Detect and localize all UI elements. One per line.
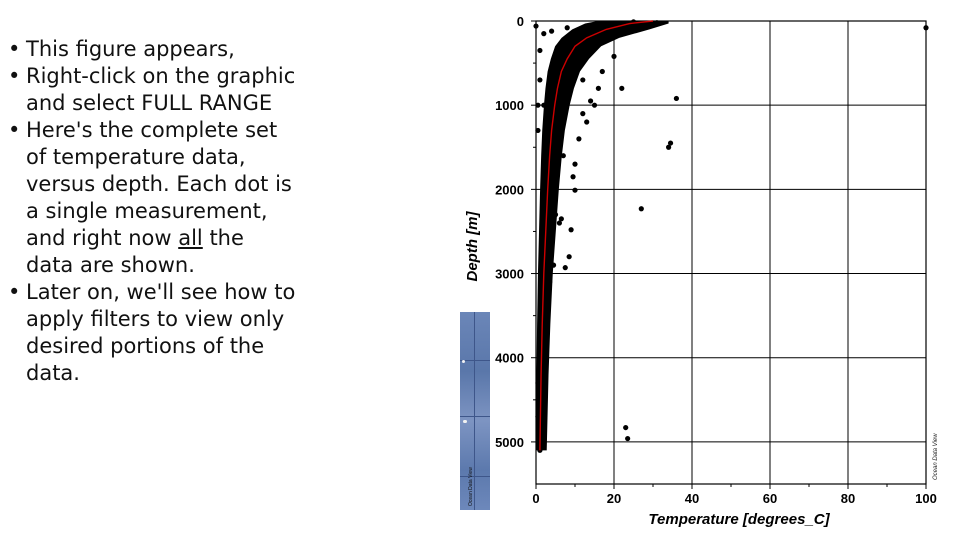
data-point: [564, 25, 570, 31]
x-axis-title: Temperature [degrees_C]: [648, 511, 830, 528]
map-thumbnail: Ocean Data View: [460, 312, 490, 510]
data-point: [599, 68, 605, 75]
bullet-text: the data are shown.: [26, 226, 244, 277]
mean-profile-path: [539, 20, 654, 451]
data-point: [611, 53, 617, 59]
data-band-outer: [536, 21, 669, 451]
bullet-item: Later on, we'll see how to apply filters…: [6, 279, 296, 387]
data-point: [584, 119, 590, 125]
y-tick-label: 0: [517, 14, 524, 29]
x-tick-label: 100: [915, 491, 937, 506]
bullet-list: This figure appears, Right-click on the g…: [6, 36, 296, 387]
data-point: [619, 85, 625, 91]
bullet-item: Here's the complete set of temperature d…: [6, 117, 296, 279]
data-density-band: [536, 21, 669, 451]
x-tick-label: 60: [763, 491, 777, 506]
underlined-text: all: [178, 226, 203, 250]
data-point: [545, 302, 551, 309]
x-tick-label: 40: [685, 491, 699, 506]
data-point: [576, 136, 582, 142]
data-point: [580, 111, 586, 117]
data-point: [535, 102, 541, 108]
data-point: [550, 262, 557, 268]
data-point: [543, 307, 549, 314]
data-point: [536, 439, 542, 445]
data-point: [666, 144, 672, 150]
data-point: [603, 22, 609, 28]
data-point: [541, 355, 547, 361]
data-point: [588, 98, 594, 104]
plot-frame: [535, 20, 927, 485]
bullet-item: This figure appears,: [6, 36, 296, 63]
data-point: [535, 127, 541, 134]
data-point: [667, 140, 674, 146]
data-point: [537, 77, 543, 83]
data-point: [654, 20, 660, 26]
y-tick-label: 2000: [495, 182, 524, 197]
data-point: [535, 414, 541, 420]
data-point: [580, 77, 586, 83]
y-tick-label: 3000: [495, 267, 524, 282]
data-point: [556, 220, 562, 226]
data-point: [547, 279, 553, 285]
data-point: [537, 47, 543, 54]
y-axis-title: Depth [m]: [464, 211, 481, 282]
data-point: [537, 447, 543, 453]
y-tick-label: 5000: [495, 435, 524, 450]
chart-watermark: Ocean Data View: [933, 433, 939, 480]
data-point: [549, 28, 555, 34]
data-point: [572, 161, 578, 167]
y-tick-label: 4000: [495, 351, 524, 366]
data-point: [568, 227, 574, 233]
bullet-text: Later on, we'll see how to apply filters…: [26, 280, 296, 385]
bullet-item: Right-click on the graphic and select FU…: [6, 63, 296, 117]
data-point: [560, 153, 566, 159]
data-point: [673, 95, 679, 102]
data-point: [539, 388, 545, 394]
bullet-text: This figure appears,: [26, 37, 235, 61]
data-point: [623, 424, 629, 431]
x-tick-label: 80: [841, 491, 855, 506]
bullet-text: Here's the complete set of temperature d…: [26, 118, 292, 250]
scatter-points: [533, 19, 929, 453]
data-point: [535, 380, 541, 386]
data-point: [541, 102, 547, 108]
data-point: [638, 206, 644, 212]
data-point: [591, 102, 598, 108]
x-tick-label: 20: [607, 491, 621, 506]
y-tick-label: 1000: [495, 98, 524, 113]
data-point: [572, 187, 578, 193]
bullet-text: Right-click on the graphic and select FU…: [26, 64, 296, 115]
data-point: [923, 25, 929, 31]
data-point: [558, 216, 564, 222]
mean-profile-line: [539, 20, 654, 451]
data-point: [552, 212, 559, 218]
data-point: [541, 31, 547, 37]
grid: [535, 20, 927, 485]
data-point: [533, 23, 539, 29]
data-point: [625, 435, 631, 442]
data-point: [570, 174, 576, 180]
data-point: [595, 85, 601, 91]
data-point: [562, 265, 568, 271]
x-tick-label: 0: [532, 491, 539, 506]
data-point: [566, 254, 572, 260]
